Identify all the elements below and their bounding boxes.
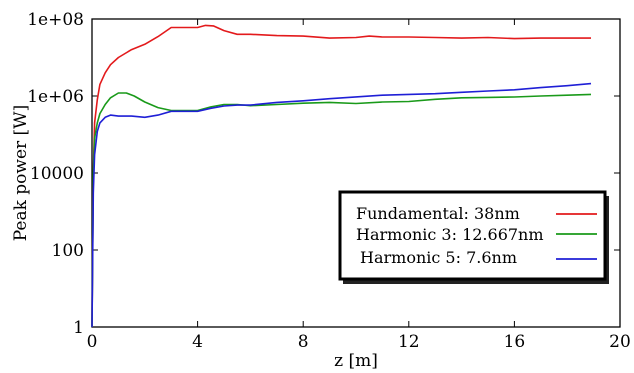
x-tick-label: 16 — [504, 332, 526, 352]
legend-label: Harmonic 3: 12.667nm — [356, 225, 544, 244]
legend: Fundamental: 38nm Harmonic 3: 12.667nm Har… — [338, 190, 609, 284]
y-axis-ticks: 1 100 10000 1e+06 1e+08 — [27, 10, 620, 338]
x-axis-label: z [m] — [334, 351, 378, 371]
y-tick-label: 100 — [52, 241, 84, 261]
x-axis-ticks: 0 4 8 12 16 20 — [87, 19, 631, 352]
series-lines — [91, 24, 592, 328]
x-tick-label: 20 — [609, 332, 631, 352]
y-tick-label: 1e+08 — [27, 10, 84, 30]
x-tick-label: 8 — [298, 332, 309, 352]
series-line — [91, 92, 592, 328]
legend-label: Harmonic 5: 7.6nm — [360, 248, 517, 267]
y-tick-label: 10000 — [30, 164, 84, 184]
y-tick-label: 1e+06 — [27, 87, 84, 107]
x-tick-label: 12 — [398, 332, 420, 352]
legend-label: Fundamental: 38nm — [356, 204, 520, 223]
series-line — [91, 82, 592, 328]
y-tick-label: 1 — [73, 318, 84, 338]
series-line — [91, 24, 591, 328]
legend-box — [338, 190, 607, 281]
x-tick-label: 4 — [192, 332, 203, 352]
y-axis-label: Peak power [W] — [11, 105, 31, 242]
legend-entries: Fundamental: 38nm Harmonic 3: 12.667nm Har… — [356, 204, 597, 267]
x-tick-label: 0 — [87, 332, 98, 352]
